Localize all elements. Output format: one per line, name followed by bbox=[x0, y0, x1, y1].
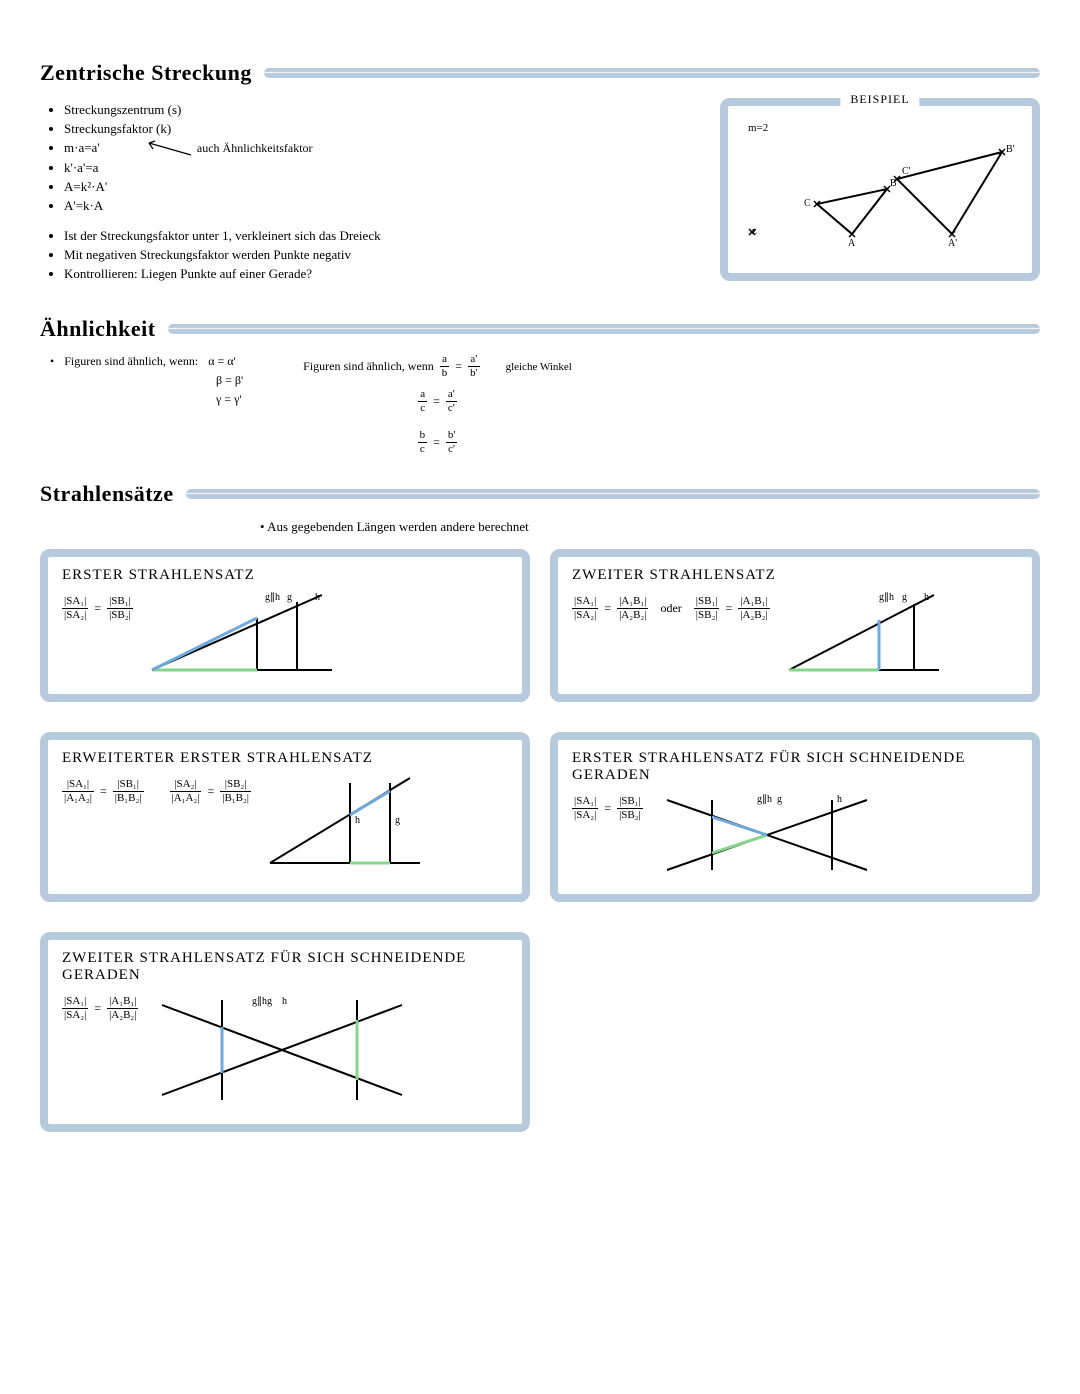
svg-text:h: h bbox=[837, 794, 842, 805]
bullet: Streckungszentrum (s) bbox=[64, 102, 700, 118]
svg-text:g∥h: g∥h bbox=[265, 592, 280, 603]
dilation-bullets: Streckungszentrum (s) Streckungsfaktor (… bbox=[40, 102, 700, 214]
panel-ray-1: ERSTER STRAHLENSATZ |SA₁||SA₂| = |SB₁||S… bbox=[40, 549, 530, 702]
svg-text:h: h bbox=[924, 592, 929, 603]
svg-text:h: h bbox=[315, 592, 320, 603]
section-title: Zentrische Streckung bbox=[40, 60, 264, 86]
bullet: k'·a'=a bbox=[64, 160, 700, 176]
section-rule bbox=[186, 489, 1040, 499]
rays-note: • Aus gegebenden Längen werden andere be… bbox=[40, 519, 1040, 535]
dilation-row: Streckungszentrum (s) Streckungsfaktor (… bbox=[40, 98, 1040, 296]
dilation-bullets-2: Ist der Streckungsfaktor unter 1, verkle… bbox=[40, 228, 700, 282]
ray2-diagram: g∥h g h bbox=[784, 590, 944, 680]
example-diagram: z A B C A' B' C' bbox=[742, 134, 1022, 254]
bullet: Ist der Streckungsfaktor unter 1, verkle… bbox=[64, 228, 700, 244]
svg-text:A: A bbox=[848, 238, 856, 249]
svg-text:B': B' bbox=[1006, 144, 1015, 155]
ray-boxes-row-1: ERSTER STRAHLENSATZ |SA₁||SA₂| = |SB₁||S… bbox=[40, 549, 1040, 702]
panel-ray-4: ERSTER STRAHLENSATZ FÜR SICH SCHNEIDENDE… bbox=[550, 732, 1040, 902]
arrow-note: auch Ähnlichkeitsfaktor bbox=[143, 141, 313, 157]
ray-boxes-row-3: ZWEITER STRAHLENSATZ FÜR SICH SCHNEIDEND… bbox=[40, 932, 1040, 1132]
panel-ray-2: ZWEITER STRAHLENSATZ |SA₁||SA₂| = |A₁B₁|… bbox=[550, 549, 1040, 702]
section-title: Ähnlichkeit bbox=[40, 316, 168, 342]
panel-title: ZWEITER STRAHLENSATZ FÜR SICH SCHNEIDEND… bbox=[62, 950, 508, 984]
svg-text:g: g bbox=[287, 592, 292, 603]
svg-text:C': C' bbox=[902, 166, 911, 177]
section-title: Strahlensätze bbox=[40, 481, 186, 507]
example-panel: BEISPIEL m=2 z A B C A' B' C' bbox=[720, 98, 1040, 281]
panel-ray-3: ERWEITERTER ERSTER STRAHLENSATZ |SA₁||A₁… bbox=[40, 732, 530, 902]
section-header-similarity: Ähnlichkeit bbox=[40, 316, 1040, 342]
svg-text:A': A' bbox=[948, 238, 957, 249]
bullet: m·a=a' auch Ähnlichkeitsfaktor bbox=[64, 140, 700, 157]
section-rule bbox=[168, 324, 1040, 334]
bullet: Kontrollieren: Liegen Punkte auf einer G… bbox=[64, 266, 700, 282]
ray3-diagram: g h bbox=[265, 773, 425, 873]
section-header-dilation: Zentrische Streckung bbox=[40, 60, 1040, 86]
bullet: A'=k·A bbox=[64, 198, 700, 214]
section-header-rays: Strahlensätze bbox=[40, 481, 1040, 507]
svg-text:g: g bbox=[267, 996, 272, 1007]
section-rule bbox=[264, 68, 1040, 78]
svg-text:g∥h: g∥h bbox=[252, 996, 267, 1007]
svg-text:g: g bbox=[395, 815, 400, 826]
ray1-formula: |SA₁||SA₂| = |SB₁||SB₂| bbox=[62, 596, 133, 621]
ray3-formula: |SA₁||A₁A₂| = |SB₁||B₁B₂| |SA₂||A₁A₂| = … bbox=[62, 779, 251, 804]
example-tab: BEISPIEL bbox=[840, 92, 919, 107]
bullet: Streckungsfaktor (k) bbox=[64, 121, 700, 137]
bullet: A=k²·A' bbox=[64, 179, 700, 195]
svg-text:g∥h: g∥h bbox=[879, 592, 894, 603]
svg-text:g: g bbox=[902, 592, 907, 603]
ray1-diagram: g∥h g h bbox=[147, 590, 337, 680]
panel-ray-5: ZWEITER STRAHLENSATZ FÜR SICH SCHNEIDEND… bbox=[40, 932, 530, 1132]
panel-title: ERSTER STRAHLENSATZ FÜR SICH SCHNEIDENDE… bbox=[572, 750, 1018, 784]
ray-boxes-row-2: ERWEITERTER ERSTER STRAHLENSATZ |SA₁||A₁… bbox=[40, 732, 1040, 902]
ray5-formula: |SA₁||SA₂| = |A₁B₁||A₂B₂| bbox=[62, 996, 138, 1021]
ray2-formula: |SA₁||SA₂| = |A₁B₁||A₂B₂| oder |SB₁||SB₂… bbox=[572, 596, 770, 621]
panel-title: ZWEITER STRAHLENSATZ bbox=[572, 567, 1018, 584]
bullet: Mit negativen Streckungsfaktor werden Pu… bbox=[64, 247, 700, 263]
panel-title: ERSTER STRAHLENSATZ bbox=[62, 567, 508, 584]
svg-text:g∥h: g∥h bbox=[757, 794, 772, 805]
similarity-content: • Figuren sind ähnlich, wenn: α = α' β =… bbox=[50, 354, 1040, 461]
ray4-diagram: g∥h g h bbox=[657, 790, 877, 880]
svg-text:g: g bbox=[777, 794, 782, 805]
ray4-formula: |SA₁||SA₂| = |SB₁||SB₂| bbox=[572, 796, 643, 821]
ray5-diagram: g∥h g h bbox=[152, 990, 412, 1110]
m-label: m=2 bbox=[748, 122, 1018, 134]
panel-title: ERWEITERTER ERSTER STRAHLENSATZ bbox=[62, 750, 508, 767]
svg-text:h: h bbox=[282, 996, 287, 1007]
svg-text:h: h bbox=[355, 815, 360, 826]
svg-text:C: C bbox=[804, 198, 811, 209]
